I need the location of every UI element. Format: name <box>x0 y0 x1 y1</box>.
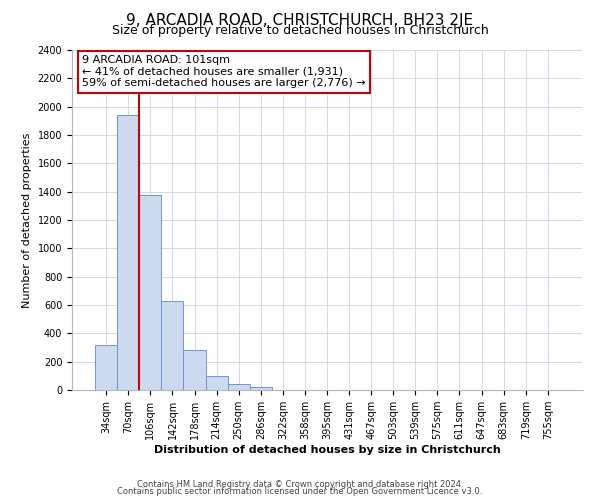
Bar <box>161 300 184 390</box>
Bar <box>117 115 139 390</box>
Bar <box>227 384 250 390</box>
Bar <box>250 388 272 390</box>
Text: Contains HM Land Registry data © Crown copyright and database right 2024.: Contains HM Land Registry data © Crown c… <box>137 480 463 489</box>
Text: Size of property relative to detached houses in Christchurch: Size of property relative to detached ho… <box>112 24 488 37</box>
Bar <box>95 344 117 390</box>
Text: 9, ARCADIA ROAD, CHRISTCHURCH, BH23 2JE: 9, ARCADIA ROAD, CHRISTCHURCH, BH23 2JE <box>127 12 473 28</box>
Bar <box>139 194 161 390</box>
Text: 9 ARCADIA ROAD: 101sqm
← 41% of detached houses are smaller (1,931)
59% of semi-: 9 ARCADIA ROAD: 101sqm ← 41% of detached… <box>82 55 366 88</box>
Bar <box>206 376 227 390</box>
Y-axis label: Number of detached properties: Number of detached properties <box>22 132 32 308</box>
Text: Contains public sector information licensed under the Open Government Licence v3: Contains public sector information licen… <box>118 487 482 496</box>
Bar <box>184 350 206 390</box>
X-axis label: Distribution of detached houses by size in Christchurch: Distribution of detached houses by size … <box>154 445 500 455</box>
